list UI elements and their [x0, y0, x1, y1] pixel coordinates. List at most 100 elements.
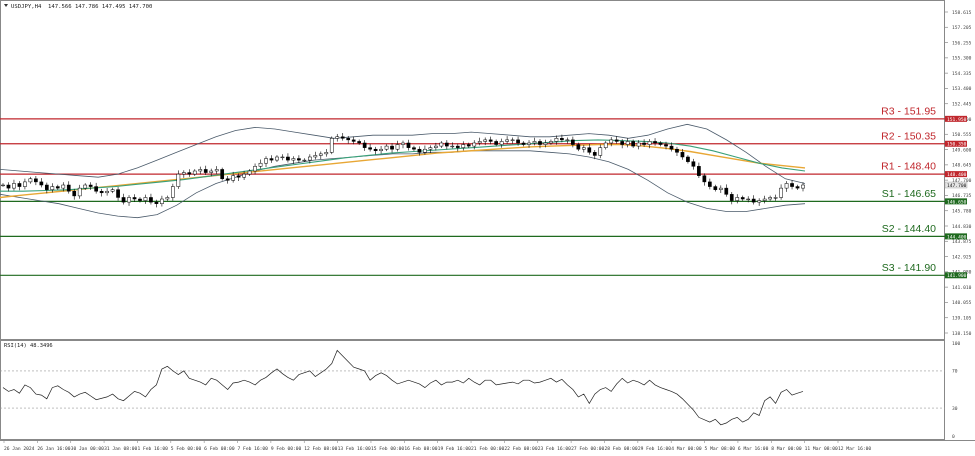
- candle-down-body: [6, 184, 11, 189]
- candle-up-body: [598, 147, 603, 156]
- candle: [253, 163, 257, 175]
- chart-header: USDJPY,H4 147.566 147.786 147.495 147.70…: [4, 4, 152, 10]
- candle: [576, 142, 581, 152]
- rsi-header: RSI(14) 48.3496: [4, 343, 53, 349]
- candle: [631, 139, 635, 148]
- candle-up-body: [143, 197, 148, 201]
- candle-down-body: [614, 139, 619, 142]
- candle: [44, 182, 49, 194]
- candle-down-body: [488, 139, 493, 142]
- rsi-line: [2, 349, 804, 426]
- candle: [28, 176, 33, 184]
- candle: [17, 181, 22, 191]
- bollinger-lower-line: [0, 150, 806, 219]
- candle: [801, 182, 805, 192]
- rsi-pane-frame: [0, 340, 945, 440]
- candle-up-body: [565, 139, 570, 141]
- candle-down-body: [790, 183, 794, 187]
- candle: [592, 149, 597, 160]
- candle: [280, 154, 285, 161]
- candle-down-body: [707, 181, 712, 187]
- candle-up-body: [395, 144, 400, 150]
- candle-down-body: [751, 198, 756, 203]
- last-price-tag: [944, 181, 968, 189]
- candle-up-body: [773, 197, 778, 199]
- candle-up-body: [171, 186, 175, 198]
- candle: [614, 136, 619, 144]
- candle-up-body: [264, 158, 268, 164]
- candle: [297, 155, 301, 163]
- level-price-tag: [945, 171, 967, 178]
- candle: [307, 154, 312, 164]
- candle-down-body: [357, 141, 362, 144]
- candle-up-body: [77, 187, 82, 197]
- candle: [664, 141, 668, 150]
- candle-down-body: [455, 145, 460, 148]
- candle: [384, 144, 389, 152]
- candle-up-body: [428, 147, 433, 150]
- candle-down-body: [653, 141, 657, 144]
- candle-up-body: [439, 142, 444, 147]
- candle-down-body: [795, 186, 800, 189]
- candle: [192, 169, 197, 176]
- candle-down-body: [724, 187, 729, 195]
- y-tick-label: 157.205: [952, 25, 972, 31]
- candle: [702, 173, 707, 186]
- ohlc-readout: 147.566 147.786 147.495 147.700: [48, 4, 152, 10]
- candle: [527, 140, 531, 148]
- candle: [746, 196, 751, 203]
- candle-down-body: [121, 197, 126, 203]
- candle-down-body: [521, 142, 526, 145]
- candle: [521, 141, 526, 147]
- candle-down-body: [44, 184, 49, 190]
- symbol-label: USDJPY,H4: [11, 4, 42, 10]
- candle: [417, 146, 422, 156]
- y-tick-label: 140.055: [952, 300, 972, 306]
- candle-down-body: [286, 156, 290, 161]
- candle-up-body: [801, 184, 805, 189]
- candle: [143, 194, 148, 204]
- candle: [39, 178, 44, 188]
- support-label: S1 - 146.65: [882, 188, 936, 200]
- candle-up-body: [28, 178, 33, 183]
- candle: [647, 139, 652, 149]
- candle-down-body: [368, 147, 372, 150]
- x-tick-label: 11 Mar 08:00: [805, 446, 838, 452]
- candle-up-body: [192, 170, 197, 175]
- candle: [510, 137, 515, 144]
- y-tick-label: 153.400: [952, 86, 972, 92]
- candle: [220, 167, 225, 181]
- candle-down-body: [702, 175, 707, 183]
- x-tick-label: 16 Feb 08:00: [404, 446, 437, 452]
- candle-down-body: [697, 166, 701, 176]
- candle-down-body: [729, 194, 734, 201]
- candle: [697, 162, 701, 179]
- triangle-down-icon: [4, 4, 8, 7]
- candle: [505, 136, 509, 144]
- candle-up-body: [718, 187, 723, 190]
- level-price-tag: [945, 198, 967, 205]
- candle-up-body: [532, 141, 537, 144]
- price-tags: 151.950 150.350 148.400 146.650 144.400 141.9…: [944, 115, 968, 279]
- candle: [565, 137, 570, 144]
- candle: [390, 143, 394, 153]
- time-axis: 26 Jan 2024 26 Jan 16:00 30 Jan 00:00 31 Ja…: [3, 440, 871, 452]
- candle: [198, 166, 203, 175]
- candle: [181, 170, 186, 178]
- candle: [740, 195, 745, 201]
- candle-up-body: [209, 170, 214, 173]
- candle-up-body: [242, 173, 246, 178]
- x-tick-label: 13 Feb 16:00: [338, 446, 371, 452]
- candle-down-body: [680, 152, 685, 158]
- candle: [50, 183, 55, 193]
- candle-up-body: [127, 197, 131, 203]
- candle-up-body: [280, 156, 285, 159]
- candle-up-body: [461, 144, 466, 148]
- candle: [127, 195, 131, 206]
- x-tick-label: 9 Feb 00:00: [271, 446, 302, 452]
- level-price-tag: [945, 140, 967, 147]
- candle: [686, 155, 690, 164]
- candle: [94, 182, 99, 194]
- candle-down-body: [94, 186, 99, 192]
